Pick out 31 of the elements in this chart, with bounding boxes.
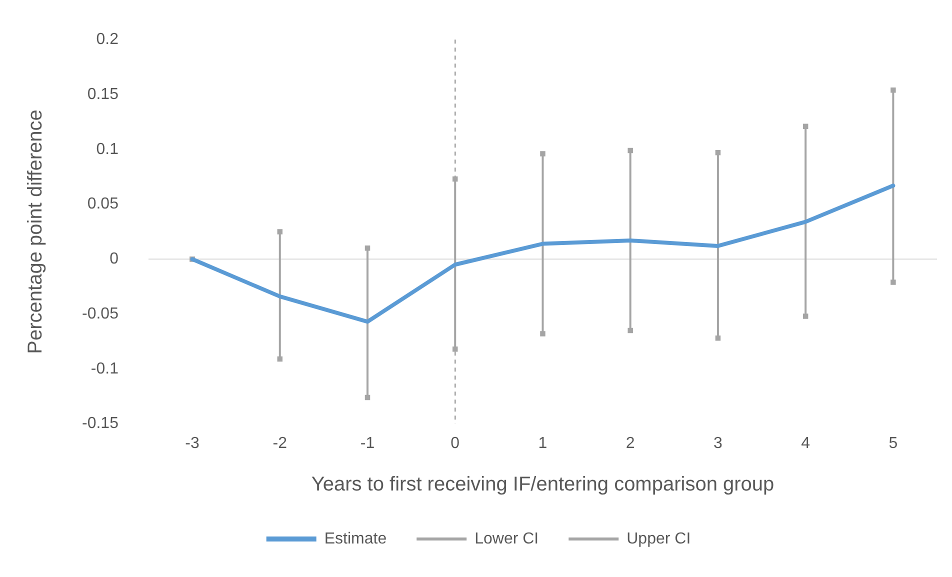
point	[540, 151, 546, 156]
x-tick-label: 3	[714, 434, 723, 452]
point	[802, 314, 808, 319]
x-tick-label: -3	[185, 434, 200, 452]
y-tick-label: -0.05	[82, 305, 119, 322]
y-tick-label: -0.1	[90, 360, 119, 378]
x-tick-label: -2	[272, 434, 288, 452]
point	[540, 331, 546, 336]
y-tick-label: 0.2	[96, 31, 119, 48]
y-axis-title: Percentage point difference	[24, 110, 47, 354]
legend-label: Lower CI	[474, 530, 539, 548]
y-tick-label: 0.05	[87, 196, 119, 213]
x-tick-label: 5	[888, 434, 898, 452]
point	[628, 328, 633, 334]
y-tick-label: 0.15	[87, 86, 119, 103]
x-tick-label: 0	[450, 434, 460, 452]
point	[364, 394, 370, 400]
y-tick-label: 0.1	[96, 140, 119, 158]
y-tick-label: -0.15	[82, 415, 119, 432]
x-tick-label: 2	[626, 434, 635, 452]
point	[277, 356, 283, 362]
point	[452, 346, 458, 352]
y-tick-label: 0	[110, 250, 119, 268]
point	[890, 280, 896, 285]
legend-label: Upper CI	[626, 530, 691, 548]
x-tick-label: -1	[360, 434, 375, 452]
legend-label: Estimate	[324, 530, 387, 548]
x-axis-title: Years to first receiving IF/entering comparison group	[311, 474, 774, 496]
x-tick-label: 4	[801, 434, 810, 452]
point	[715, 336, 721, 341]
x-tick-label: 1	[538, 434, 548, 452]
